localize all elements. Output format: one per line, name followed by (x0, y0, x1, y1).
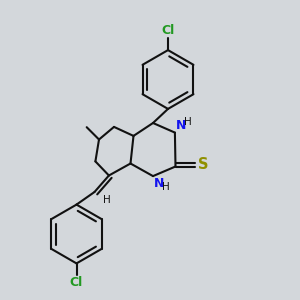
Text: S: S (198, 157, 208, 172)
Text: Cl: Cl (161, 24, 175, 37)
Text: Cl: Cl (70, 276, 83, 289)
Text: H: H (162, 182, 170, 192)
Text: H: H (103, 195, 111, 205)
Text: N: N (154, 177, 164, 190)
Text: H: H (184, 117, 192, 127)
Text: N: N (176, 119, 186, 132)
